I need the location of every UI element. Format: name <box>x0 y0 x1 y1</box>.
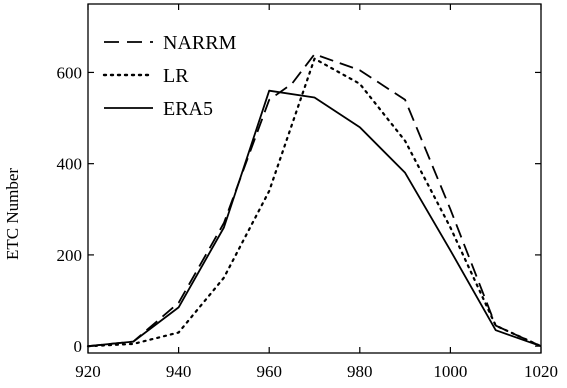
x-tick-label-940: 940 <box>166 362 192 381</box>
legend-label-lr: LR <box>163 65 189 87</box>
y-tick-label-0: 0 <box>74 337 83 356</box>
x-tick-label-920: 920 <box>75 362 101 381</box>
x-tick-label-1000: 1000 <box>433 362 467 381</box>
plot-frame <box>87 3 542 354</box>
plot-area <box>86 3 543 354</box>
legend-label-era5: ERA5 <box>163 98 213 120</box>
legend: NARRM LR ERA5 <box>102 32 237 120</box>
y-tick-label-600: 600 <box>57 63 83 82</box>
series-layer <box>86 53 543 348</box>
x-tick-label-980: 980 <box>347 362 373 381</box>
series-line-lr <box>86 57 543 348</box>
legend-label-narrm: NARRM <box>163 32 237 54</box>
x-tick-label-960: 960 <box>256 362 282 381</box>
y-tick-label-200: 200 <box>57 246 83 265</box>
series-line-era5 <box>87 89 542 348</box>
labels-layer: 920 940 960 980 1000 1020 0 200 400 600 <box>57 63 559 381</box>
series-line-narrm <box>87 53 542 348</box>
x-tick-label-1020: 1020 <box>524 362 558 381</box>
y-axis-label: ETC Number <box>3 168 22 260</box>
ticks-layer <box>87 4 542 353</box>
y-tick-label-400: 400 <box>57 155 83 174</box>
